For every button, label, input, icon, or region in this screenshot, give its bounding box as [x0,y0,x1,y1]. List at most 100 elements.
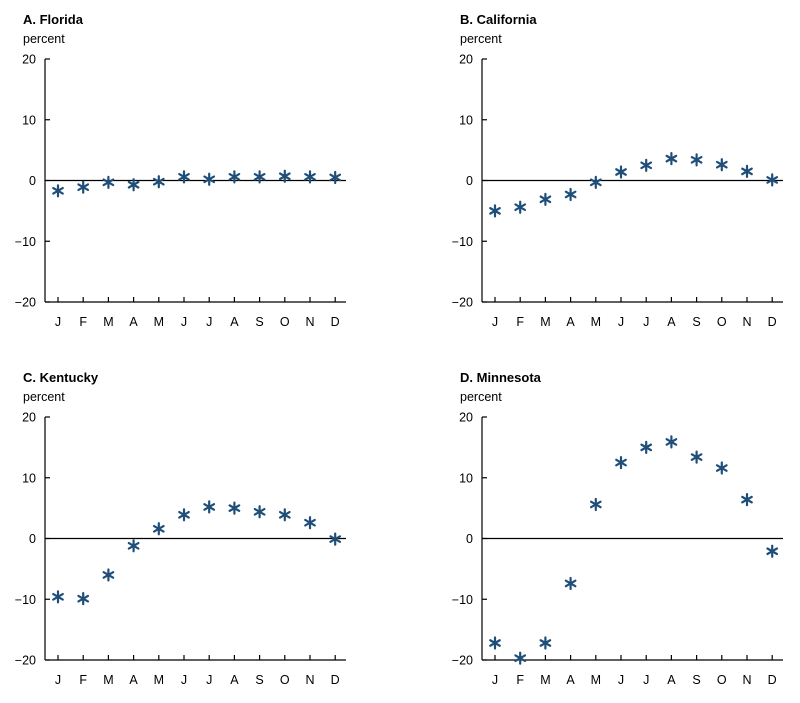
data-point [690,450,703,464]
data-point [766,173,779,187]
x-tick-label: O [717,673,727,687]
y-axis-unit: percent [460,32,502,46]
data-point [102,175,115,189]
chart-california: 20 10 0 −10 −20 J F M A M J J A S O N D [452,53,783,329]
x-tick-label: N [742,315,751,329]
data-point [589,175,602,189]
data-point [278,169,291,183]
x-tick-label: O [280,673,290,687]
y-tick-label: 0 [466,174,473,188]
y-tick-label: −10 [15,593,36,607]
y-tick-label: −10 [15,235,36,249]
panel-florida: A. Florida percent 20 10 0 −10 −20 J F M A M J J A S O… [0,0,400,345]
data-point [178,170,190,184]
x-tick-label: S [692,673,700,687]
data-point [539,636,552,650]
x-tick-label: M [103,673,113,687]
panel-kentucky: C. Kentucky percent 20 10 0 −10 −20 J F M A M J J A S… [0,358,400,703]
x-tick-label: J [181,315,187,329]
x-tick-label: S [255,315,263,329]
data-point [564,576,577,591]
data-point [253,170,266,184]
chart-title: C. Kentucky [23,370,99,385]
data-point [228,170,241,184]
x-tick-label: J [618,673,624,687]
x-tick-label: J [492,673,498,687]
data-point [152,522,165,536]
x-tick-label: O [717,315,727,329]
y-tick-label: −20 [452,654,473,668]
data-point [640,158,653,172]
y-tick-label: 0 [466,532,473,546]
data-point [203,172,216,186]
x-tick-label: M [591,315,601,329]
y-tick-label: 20 [459,411,473,425]
x-tick-label: M [540,315,550,329]
x-tick-label: A [566,315,575,329]
x-tick-label: A [667,673,676,687]
data-point [152,175,165,189]
y-axis-unit: percent [23,390,65,404]
x-tick-label: D [331,673,340,687]
y-tick-label: 20 [22,411,36,425]
x-tick-label: A [129,673,138,687]
data-point [228,501,241,515]
data-point [665,435,678,449]
x-tick-label: F [79,673,87,687]
data-point [102,568,115,582]
y-tick-label: 20 [22,53,36,67]
data-point [304,170,316,184]
x-tick-label: M [591,673,601,687]
y-tick-label: 10 [459,113,473,127]
data-point [715,158,728,172]
x-tick-label: A [230,673,239,687]
y-tick-label: 10 [22,471,36,485]
y-tick-label: 0 [29,532,36,546]
data-point [52,590,64,604]
x-tick-label: F [516,315,524,329]
x-tick-label: S [255,673,263,687]
data-point [514,651,527,665]
data-point [278,508,291,522]
x-tick-label: J [206,315,212,329]
x-tick-label: M [103,315,113,329]
y-tick-label: 10 [22,113,36,127]
x-tick-label: N [305,673,314,687]
data-point [640,440,653,454]
data-point [539,192,552,206]
chart-kentucky: 20 10 0 −10 −20 J F M A M J J A S O N D [15,411,346,687]
y-axis-unit: percent [460,390,502,404]
y-tick-label: −20 [15,654,36,668]
data-point [715,461,728,475]
data-point [489,636,501,650]
y-tick-label: 20 [459,53,473,67]
panel-california: B. California percent 20 10 0 −10 −20 J F M A M J J… [437,0,800,345]
data-point [615,165,627,179]
y-tick-label: −20 [452,296,473,310]
data-point [304,516,316,530]
data-point [564,187,577,202]
x-tick-label: N [305,315,314,329]
chart-title: D. Minnesota [460,370,541,385]
y-axis-unit: percent [23,32,65,46]
x-tick-label: S [692,315,700,329]
x-tick-label: J [492,315,498,329]
x-tick-label: J [206,673,212,687]
x-tick-label: F [79,315,87,329]
data-point [615,455,627,470]
data-point [178,508,190,522]
data-point [329,170,342,185]
x-tick-label: N [742,673,751,687]
data-point [741,493,753,507]
x-tick-label: A [667,315,676,329]
data-point [589,497,602,512]
y-tick-label: −10 [452,593,473,607]
y-tick-label: −20 [15,296,36,310]
x-tick-label: A [230,315,239,329]
data-point [766,544,779,558]
x-tick-label: F [516,673,524,687]
data-point [77,592,90,606]
x-tick-label: A [129,315,138,329]
x-tick-label: A [566,673,575,687]
x-tick-label: M [154,673,164,687]
